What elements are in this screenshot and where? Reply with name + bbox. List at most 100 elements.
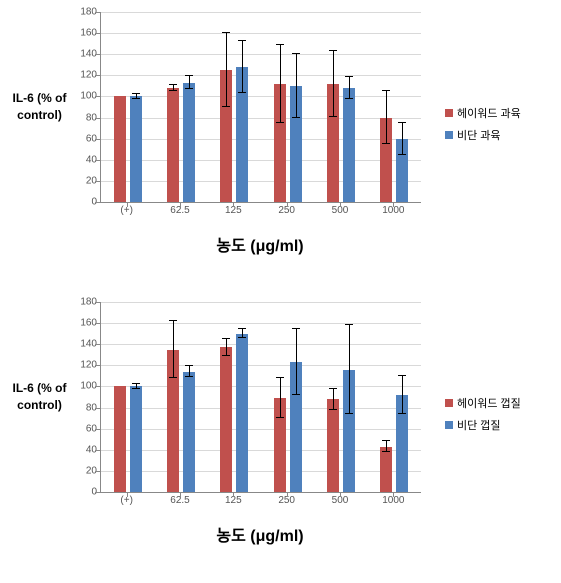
y-tick-label: 140	[77, 49, 97, 60]
legend-item: 헤이워드 과육	[445, 105, 521, 121]
bar	[183, 372, 195, 492]
error-cap	[398, 122, 406, 123]
legend-label: 헤이워드 껍질	[457, 395, 521, 411]
y-tick-label: 180	[77, 7, 97, 18]
legend: 헤이워드 껍질비단 껍질	[445, 395, 521, 439]
chart-top: IL-6 (% ofcontrol)0204060801001201401601…	[0, 0, 561, 290]
error-cap	[292, 328, 300, 329]
bar	[290, 86, 302, 202]
x-tick-mark	[180, 492, 181, 497]
error-cap	[238, 40, 246, 41]
error-cap	[222, 106, 230, 107]
grid-line	[101, 12, 421, 13]
error-cap	[169, 84, 177, 85]
x-tick-mark	[393, 202, 394, 207]
grid-line	[101, 160, 421, 161]
bar	[167, 350, 179, 493]
plot-area	[100, 302, 421, 493]
y-tick-label: 60	[77, 423, 97, 434]
y-tick-label: 140	[77, 339, 97, 350]
legend-item: 헤이워드 껍질	[445, 395, 521, 411]
y-tick-label: 80	[77, 402, 97, 413]
error-cap	[185, 88, 193, 89]
y-tick-label: 0	[77, 487, 97, 498]
legend: 헤이워드 과육비단 과육	[445, 105, 521, 149]
legend-item: 비단 껍질	[445, 417, 521, 433]
error-cap	[329, 388, 337, 389]
y-tick-label: 120	[77, 70, 97, 81]
error-cap	[132, 98, 140, 99]
x-tick-mark	[340, 202, 341, 207]
error-cap	[132, 388, 140, 389]
error-cap	[169, 377, 177, 378]
bar	[274, 84, 286, 202]
bar	[130, 386, 142, 492]
x-tick-mark	[340, 492, 341, 497]
x-tick-mark	[393, 492, 394, 497]
y-tick-mark	[95, 54, 100, 55]
bar	[327, 399, 339, 492]
error-bar	[333, 389, 334, 410]
y-tick-mark	[95, 429, 100, 430]
x-tick-mark	[287, 202, 288, 207]
x-tick-mark	[180, 202, 181, 207]
y-tick-mark	[95, 75, 100, 76]
error-cap	[398, 154, 406, 155]
y-tick-label: 160	[77, 318, 97, 329]
y-tick-label: 100	[77, 381, 97, 392]
error-cap	[222, 338, 230, 339]
grid-line	[101, 118, 421, 119]
grid-line	[101, 429, 421, 430]
y-tick-label: 20	[77, 465, 97, 476]
error-cap	[238, 92, 246, 93]
error-cap	[382, 451, 390, 452]
grid-line	[101, 450, 421, 451]
y-tick-mark	[95, 139, 100, 140]
error-cap	[329, 409, 337, 410]
y-tick-label: 80	[77, 112, 97, 123]
error-bar	[296, 54, 297, 117]
legend-swatch	[445, 131, 453, 139]
y-axis-label-line2: control)	[2, 107, 77, 124]
y-tick-mark	[95, 386, 100, 387]
x-tick-mark	[127, 492, 128, 497]
error-cap	[345, 76, 353, 77]
error-cap	[292, 117, 300, 118]
y-axis-label: IL-6 (% ofcontrol)	[2, 380, 77, 414]
error-cap	[292, 394, 300, 395]
y-tick-mark	[95, 181, 100, 182]
bar	[327, 84, 339, 202]
grid-line	[101, 365, 421, 366]
legend-swatch	[445, 109, 453, 117]
error-cap	[185, 365, 193, 366]
y-tick-mark	[95, 96, 100, 97]
legend-label: 비단 과육	[457, 127, 501, 143]
bar	[183, 83, 195, 202]
error-cap	[169, 320, 177, 321]
y-tick-mark	[95, 12, 100, 13]
bar	[236, 67, 248, 202]
y-tick-mark	[95, 160, 100, 161]
error-cap	[132, 383, 140, 384]
y-tick-mark	[95, 344, 100, 345]
error-bar	[402, 123, 403, 155]
error-bar	[386, 91, 387, 144]
bar	[396, 395, 408, 492]
error-bar	[402, 376, 403, 414]
y-tick-mark	[95, 492, 100, 493]
bar	[220, 347, 232, 492]
error-cap	[329, 50, 337, 51]
y-tick-mark	[95, 408, 100, 409]
x-tick-mark	[287, 492, 288, 497]
error-cap	[238, 337, 246, 338]
grid-line	[101, 344, 421, 345]
legend-swatch	[445, 421, 453, 429]
y-tick-mark	[95, 471, 100, 472]
bar	[290, 362, 302, 492]
error-bar	[333, 51, 334, 116]
grid-line	[101, 139, 421, 140]
y-tick-label: 180	[77, 297, 97, 308]
error-cap	[345, 413, 353, 414]
error-cap	[132, 93, 140, 94]
y-tick-mark	[95, 202, 100, 203]
